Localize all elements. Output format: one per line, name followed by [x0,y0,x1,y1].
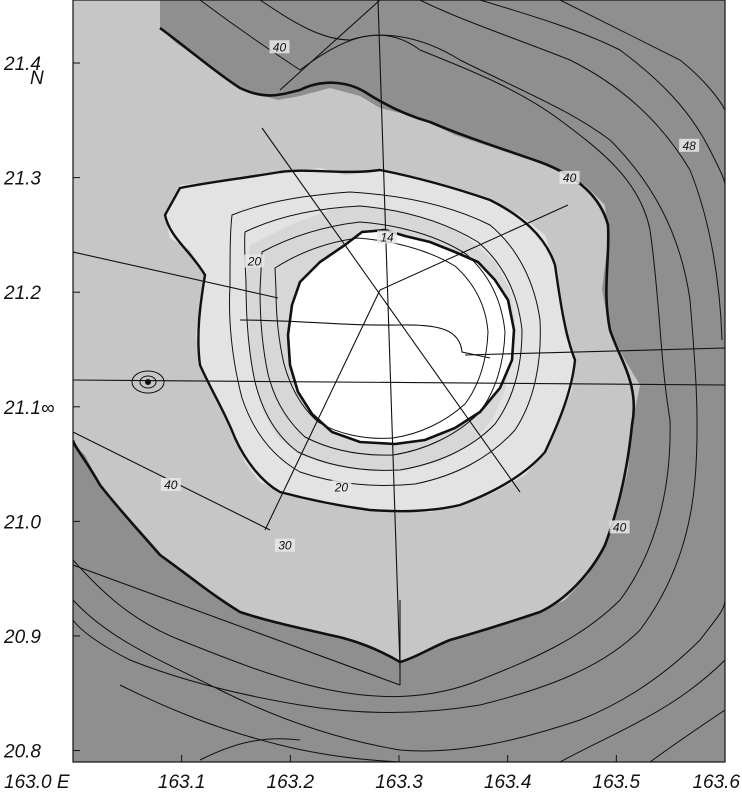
contour-label-bg [274,538,295,552]
y-tick-label: 21.4 [3,54,41,75]
y-axis-unit-label: N [30,68,44,89]
contour-depth-label: 30 [278,539,292,553]
contour-depth-label: 14 [380,230,394,244]
x-tick-label: 163.1 [158,772,206,793]
contour-40-thick [73,26,636,664]
contour-lines-outer [73,0,725,762]
contour-30 [163,168,577,513]
contour-labels: 40 40 40 40 48 20 20 14 30 [160,40,700,553]
contour-depth-label: 40 [613,520,627,534]
x-tick-label: 163.4 [484,772,532,793]
x-tick-label: 163.2 [267,772,315,793]
small-seamount [131,370,165,394]
y-tick-label: 21.2 [3,283,41,304]
x-tick-label: 163.0 E [4,772,70,793]
contour-depth-label: 40 [563,171,577,185]
contour-depth-label: 40 [273,40,287,54]
contour-label-bg [679,138,700,152]
x-tick-label: 163.3 [375,772,423,793]
contour-depth-label: 20 [334,480,349,494]
y-tick-label: 20.9 [3,627,41,648]
contour-label-bg [609,520,630,534]
y-tick-label: 21.1∞ [3,398,55,419]
survey-track-lines [73,0,725,686]
y-axis: 21.4 21.3 21.2 21.1∞ 21.0 20.9 20.8 [3,54,80,763]
contour-label-bg [160,477,181,491]
contour-depth-label: 40 [164,478,178,492]
x-tick-label: 163.6 [692,772,740,793]
x-tick-label: 163.5 [593,772,641,793]
contour-depth-label: 48 [682,139,696,153]
contour-label-bg [377,230,398,244]
contour-label-bg [244,254,265,268]
contour-label-bg [269,40,290,54]
contour-label-bg [559,170,580,184]
map-plot-area [73,0,725,762]
contour-depth-label: 20 [247,255,262,269]
y-tick-label: 21.0 [3,512,41,533]
contour-label-bg [331,480,352,494]
y-tick-label: 21.3 [3,169,41,190]
x-axis: 163.0 E 163.1 163.2 163.3 163.4 163.5 163.6 [4,755,740,793]
y-tick-label: 20.8 [3,742,41,763]
